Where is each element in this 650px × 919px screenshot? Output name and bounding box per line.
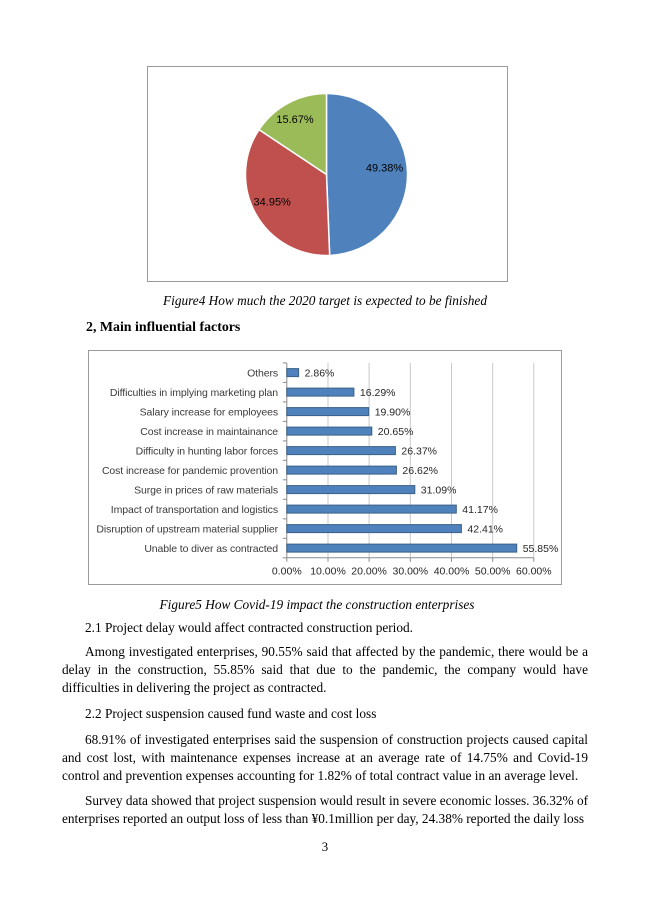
svg-text:15.67%: 15.67% [276, 114, 314, 126]
svg-text:42.41%: 42.41% [467, 523, 503, 535]
svg-text:30.00%: 30.00% [392, 565, 428, 577]
svg-text:26.37%: 26.37% [401, 445, 437, 457]
svg-text:20.00%: 20.00% [351, 565, 387, 577]
svg-text:55.85%: 55.85% [523, 543, 559, 555]
svg-text:Cost increase in maintainance: Cost increase in maintainance [140, 426, 278, 438]
svg-text:19.90%: 19.90% [375, 406, 411, 418]
svg-text:0.00%: 0.00% [272, 565, 302, 577]
svg-text:16.29%: 16.29% [360, 387, 396, 399]
svg-text:31.09%: 31.09% [421, 484, 457, 496]
svg-text:41.17%: 41.17% [462, 504, 498, 516]
svg-text:50.00%: 50.00% [475, 565, 511, 577]
svg-text:Salary increase for employees: Salary increase for employees [140, 406, 278, 418]
svg-text:10.00%: 10.00% [310, 565, 346, 577]
svg-text:26.62%: 26.62% [402, 465, 438, 477]
svg-text:Others: Others [247, 367, 278, 379]
svg-text:Difficulty in hunting labor fo: Difficulty in hunting labor forces [136, 445, 278, 457]
svg-text:2.86%: 2.86% [305, 367, 335, 379]
svg-text:Surge in prices of raw materia: Surge in prices of raw materials [134, 484, 278, 496]
svg-text:Disruption of upstream materia: Disruption of upstream material supplier [96, 523, 278, 535]
svg-text:49.38%: 49.38% [366, 162, 404, 174]
svg-text:40.00%: 40.00% [434, 565, 470, 577]
svg-text:Impact of transportation and l: Impact of transportation and logistics [111, 504, 278, 516]
svg-text:Unable to diver as contracted: Unable to diver as contracted [144, 543, 278, 555]
svg-text:20.65%: 20.65% [378, 426, 414, 438]
svg-text:Difficulties in implying marke: Difficulties in implying marketing plan [110, 387, 278, 399]
svg-text:Cost increase for pandemic pro: Cost increase for pandemic provention [102, 465, 278, 477]
svg-text:60.00%: 60.00% [516, 565, 552, 577]
svg-text:34.95%: 34.95% [254, 197, 292, 209]
